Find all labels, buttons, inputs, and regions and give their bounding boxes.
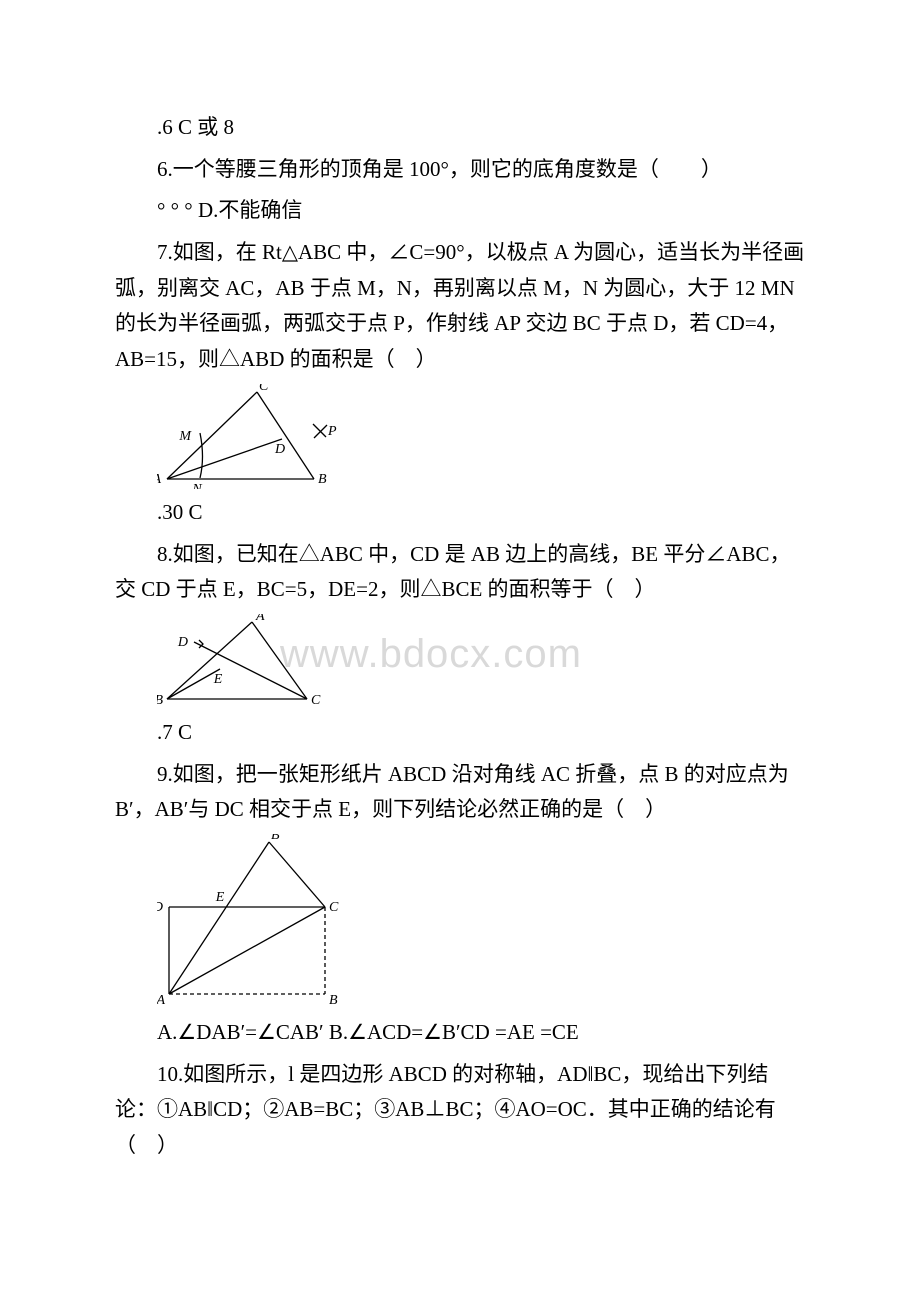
svg-text:E: E [215,890,225,905]
q8-text: 8.如图，已知在△ABC 中，CD 是 AB 边上的高线，BE 平分∠ABC，交… [115,537,805,608]
q10-text: 10.如图所示，l 是四边形 ABCD 的对称轴，AD‖BC，现给出下列结论：①… [115,1057,805,1164]
q6-options: ° ° ° D.不能确信 [115,193,805,229]
q6-text: 6.一个等腰三角形的顶角是 100°，则它的底角度数是（ ） [115,152,805,188]
svg-text:N: N [191,482,202,489]
svg-text:A: A [157,993,165,1008]
q8-figure: B C A D E [157,614,805,709]
svg-text:C: C [329,900,339,915]
svg-text:D: D [157,900,163,915]
q7-figure: A N B C M D P [157,384,805,489]
q8-answer-line: .7 C [115,715,805,751]
svg-text:A: A [255,614,265,624]
q7-answer-line: .30 C [115,495,805,531]
svg-text:B: B [318,472,327,487]
svg-text:D: D [274,442,285,457]
svg-text:B′: B′ [271,834,284,843]
svg-text:E: E [213,672,223,687]
svg-text:C: C [311,693,321,708]
svg-text:B: B [157,693,163,708]
svg-text:D: D [177,635,188,650]
svg-text:A: A [157,472,161,487]
svg-text:C: C [259,384,269,394]
svg-text:M: M [178,429,192,444]
q5-answer-line: .6 C 或 8 [115,110,805,146]
q9-figure: A B D C B′ E [157,834,805,1009]
svg-text:B: B [329,993,338,1008]
q7-text: 7.如图，在 Rt△ABC 中，∠C=90°，以极点 A 为圆心，适当长为半径画… [115,235,805,378]
q9-text: 9.如图，把一张矩形纸片 ABCD 沿对角线 AC 折叠，点 B 的对应点为 B… [115,757,805,828]
svg-text:P: P [327,424,337,439]
q9-options: A.∠DAB′=∠CAB′ B.∠ACD=∠B′CD =AE =CE [115,1015,805,1051]
